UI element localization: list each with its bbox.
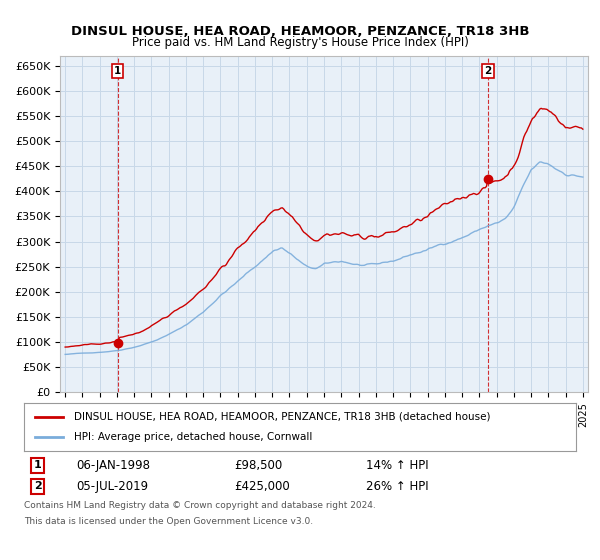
Text: Contains HM Land Registry data © Crown copyright and database right 2024.: Contains HM Land Registry data © Crown c… xyxy=(24,501,376,510)
Text: 1: 1 xyxy=(34,460,41,470)
Text: DINSUL HOUSE, HEA ROAD, HEAMOOR, PENZANCE, TR18 3HB: DINSUL HOUSE, HEA ROAD, HEAMOOR, PENZANC… xyxy=(71,25,529,38)
Text: 1: 1 xyxy=(114,66,121,76)
Text: 06-JAN-1998: 06-JAN-1998 xyxy=(76,459,151,472)
Text: Price paid vs. HM Land Registry's House Price Index (HPI): Price paid vs. HM Land Registry's House … xyxy=(131,36,469,49)
Text: HPI: Average price, detached house, Cornwall: HPI: Average price, detached house, Corn… xyxy=(74,432,312,442)
Text: 2: 2 xyxy=(34,482,41,491)
Text: £98,500: £98,500 xyxy=(234,459,282,472)
Text: 26% ↑ HPI: 26% ↑ HPI xyxy=(366,480,429,493)
Text: This data is licensed under the Open Government Licence v3.0.: This data is licensed under the Open Gov… xyxy=(24,517,313,526)
Text: 14% ↑ HPI: 14% ↑ HPI xyxy=(366,459,429,472)
Text: DINSUL HOUSE, HEA ROAD, HEAMOOR, PENZANCE, TR18 3HB (detached house): DINSUL HOUSE, HEA ROAD, HEAMOOR, PENZANC… xyxy=(74,412,490,422)
Text: 05-JUL-2019: 05-JUL-2019 xyxy=(76,480,149,493)
Text: £425,000: £425,000 xyxy=(234,480,290,493)
Text: 2: 2 xyxy=(484,66,491,76)
